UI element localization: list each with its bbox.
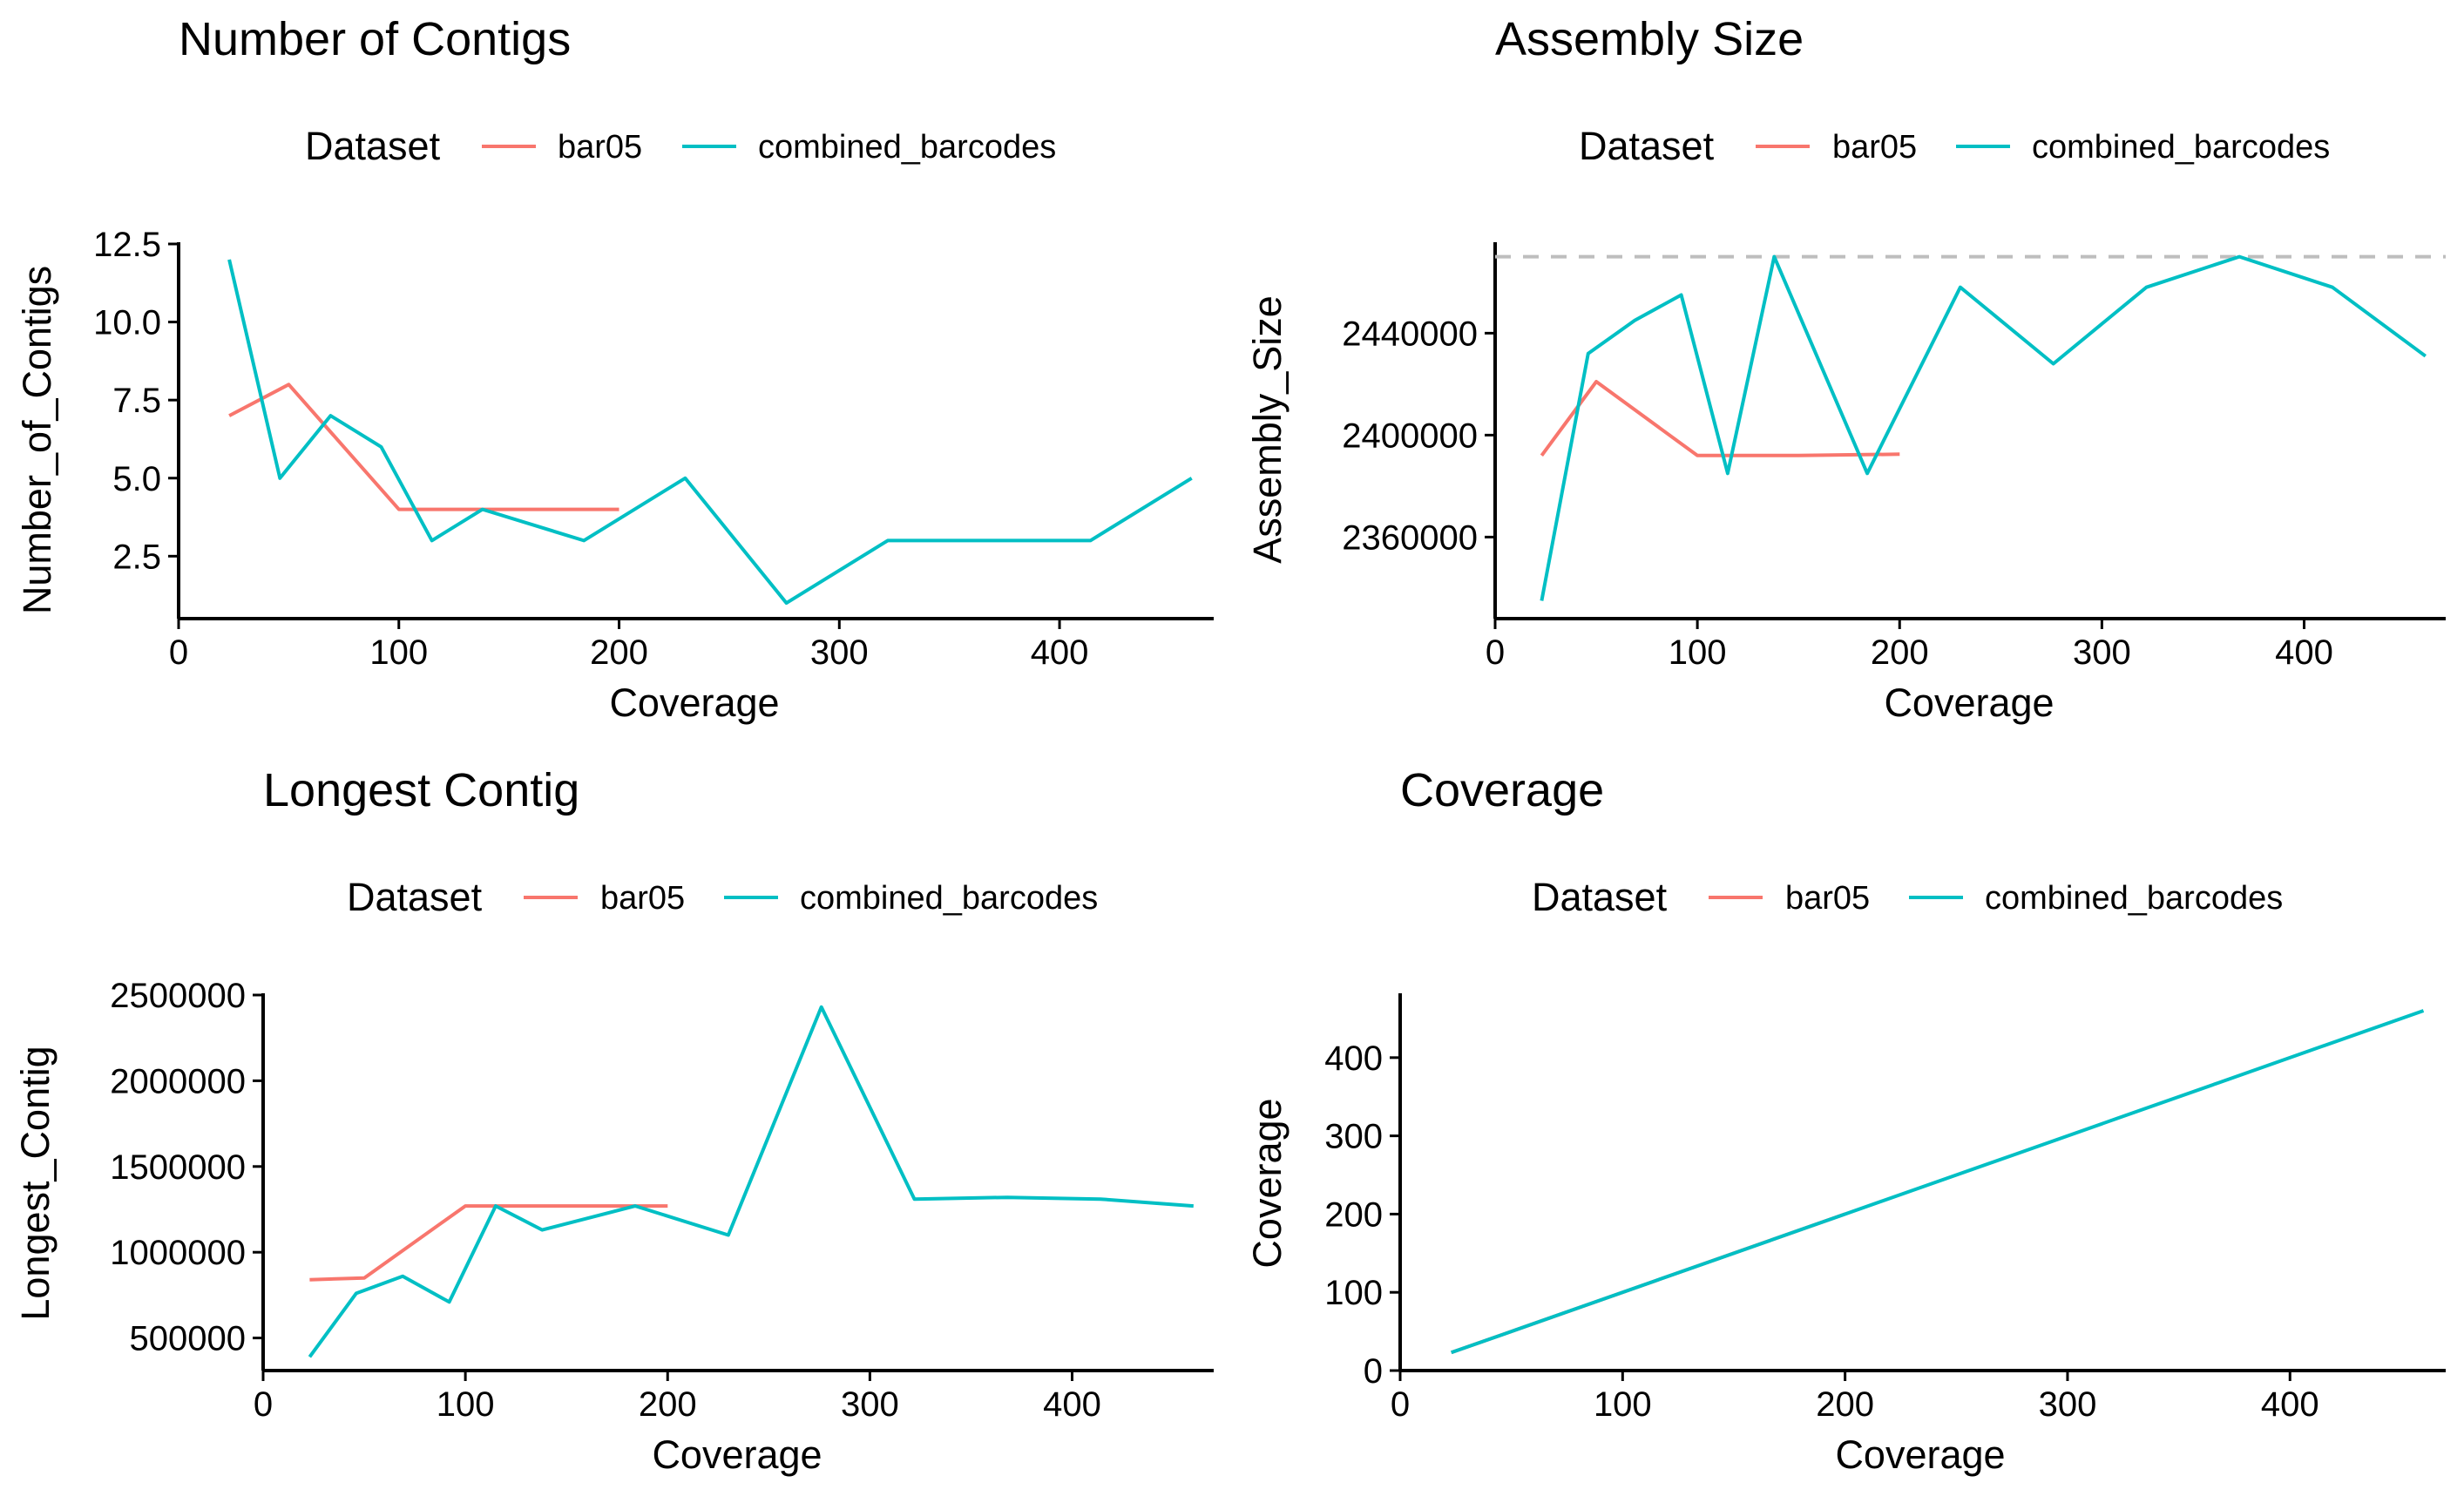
contigs-legend-label-combined: combined_barcodes: [758, 129, 1056, 166]
contigs-series-combined-barcodes-line: [227, 259, 1193, 606]
coverage-x-tick-label: 200: [1816, 1385, 1874, 1424]
coverage-series-combined-barcodes-line: [1451, 1009, 2425, 1355]
coverage-plot-area: 0 100 200 300 400 0 100 200 300 400: [1324, 993, 2446, 1424]
longest-series-combined-barcodes-line: [308, 1005, 1194, 1358]
assembly-x-tick-label: 300: [2073, 633, 2131, 672]
contigs-y-tick-label: 2.5: [112, 538, 161, 576]
coverage-x-axis-label: Coverage: [1835, 1432, 2005, 1477]
coverage-legend-title: Dataset: [1532, 875, 1668, 919]
longest-y-tick-label: 2500000: [110, 977, 246, 1015]
longest-x-tick-label: 200: [639, 1385, 697, 1424]
assembly-x-tick-label: 0: [1486, 633, 1505, 672]
coverage-y-tick-label: 0: [1364, 1352, 1383, 1391]
longest-x-tick-label: 0: [254, 1385, 273, 1424]
longest-legend-label-combined: combined_barcodes: [800, 880, 1098, 917]
assembly-legend-label-combined: combined_barcodes: [2032, 129, 2330, 166]
contigs-legend: Dataset bar05 combined_barcodes: [305, 124, 1056, 168]
longest-legend: Dataset bar05 combined_barcodes: [347, 875, 1098, 919]
longest-x-tick-label: 300: [841, 1385, 899, 1424]
contigs-x-axis-label: Coverage: [609, 680, 779, 725]
longest-title: Longest Contig: [263, 764, 579, 816]
assembly-legend: Dataset bar05 combined_barcodes: [1579, 124, 2330, 168]
longest-legend-label-bar05: bar05: [600, 880, 685, 917]
contigs-y-tick-label: 5.0: [112, 460, 161, 498]
contigs-legend-title: Dataset: [305, 124, 441, 168]
contigs-legend-label-bar05: bar05: [558, 129, 642, 166]
contigs-plot-area: 0 100 200 300 400 2.5 5.0 7.5 10.0 12.5: [93, 226, 1214, 672]
assembly-legend-title: Dataset: [1579, 124, 1715, 168]
assembly-title: Assembly Size: [1495, 13, 1804, 65]
contigs-series-bar05-line: [228, 383, 619, 511]
coverage-y-tick-label: 400: [1324, 1039, 1383, 1078]
contigs-y-tick-label: 10.0: [93, 304, 161, 342]
contigs-panel: Number of Contigs Dataset bar05 combined…: [15, 13, 1214, 725]
coverage-x-tick-label: 300: [2039, 1385, 2097, 1424]
coverage-legend-label-bar05: bar05: [1785, 880, 1870, 917]
longest-y-tick-label: 500000: [130, 1320, 246, 1358]
coverage-y-tick-label: 300: [1324, 1118, 1383, 1156]
longest-legend-title: Dataset: [347, 875, 483, 919]
coverage-y-tick-label: 100: [1324, 1274, 1383, 1312]
assembly-x-tick-label: 100: [1669, 633, 1727, 672]
coverage-panel: Coverage Dataset bar05 combined_barcodes…: [1245, 764, 2446, 1477]
assembly-y-tick-label: 2440000: [1342, 315, 1478, 353]
contigs-y-tick-label: 7.5: [112, 382, 161, 420]
contigs-x-tick-label: 200: [590, 633, 648, 672]
longest-x-tick-label: 400: [1043, 1385, 1101, 1424]
longest-x-tick-label: 100: [437, 1385, 495, 1424]
assembly-plot-area: 0 100 200 300 400 2360000 2400000 2440000: [1342, 242, 2446, 672]
coverage-x-tick-label: 100: [1594, 1385, 1652, 1424]
assembly-x-axis-label: Coverage: [1884, 680, 2054, 725]
coverage-x-tick-label: 400: [2261, 1385, 2319, 1424]
coverage-legend-label-combined: combined_barcodes: [1985, 880, 2283, 917]
assembly-y-axis-label: Assembly_Size: [1245, 295, 1290, 564]
coverage-x-tick-label: 0: [1391, 1385, 1410, 1424]
longest-panel: Longest Contig Dataset bar05 combined_ba…: [13, 764, 1214, 1477]
contigs-x-tick-label: 100: [369, 633, 428, 672]
assembly-panel: Assembly Size Dataset bar05 combined_bar…: [1245, 13, 2446, 725]
contigs-y-axis-label: Number_of_Contigs: [15, 266, 59, 614]
longest-y-tick-label: 1500000: [110, 1148, 246, 1187]
contigs-x-tick-label: 400: [1031, 633, 1089, 672]
assembly-x-tick-label: 200: [1871, 633, 1929, 672]
longest-x-axis-label: Coverage: [652, 1432, 822, 1477]
contigs-y-tick-label: 12.5: [93, 226, 161, 264]
longest-y-tick-label: 1000000: [110, 1234, 246, 1272]
contigs-x-tick-label: 0: [169, 633, 188, 672]
assembly-legend-label-bar05: bar05: [1832, 129, 1917, 166]
assembly-x-tick-label: 400: [2275, 633, 2333, 672]
contigs-x-tick-label: 300: [810, 633, 869, 672]
assembly-y-tick-label: 2400000: [1342, 416, 1478, 455]
assembly-y-tick-label: 2360000: [1342, 518, 1478, 557]
longest-y-axis-label: Longest_Contig: [13, 1046, 58, 1320]
coverage-title: Coverage: [1400, 764, 1604, 816]
coverage-legend: Dataset bar05 combined_barcodes: [1532, 875, 2283, 919]
longest-plot-area: 0 100 200 300 400 500000 1000000 1500000 2000000…: [110, 977, 1214, 1424]
coverage-y-axis-label: Coverage: [1245, 1098, 1290, 1268]
contigs-title: Number of Contigs: [179, 13, 571, 65]
assembly-series-combined-barcodes-line: [1540, 254, 2427, 601]
longest-y-tick-label: 2000000: [110, 1062, 246, 1100]
coverage-y-tick-label: 200: [1324, 1195, 1383, 1234]
longest-series-bar05-line: [309, 1204, 668, 1282]
